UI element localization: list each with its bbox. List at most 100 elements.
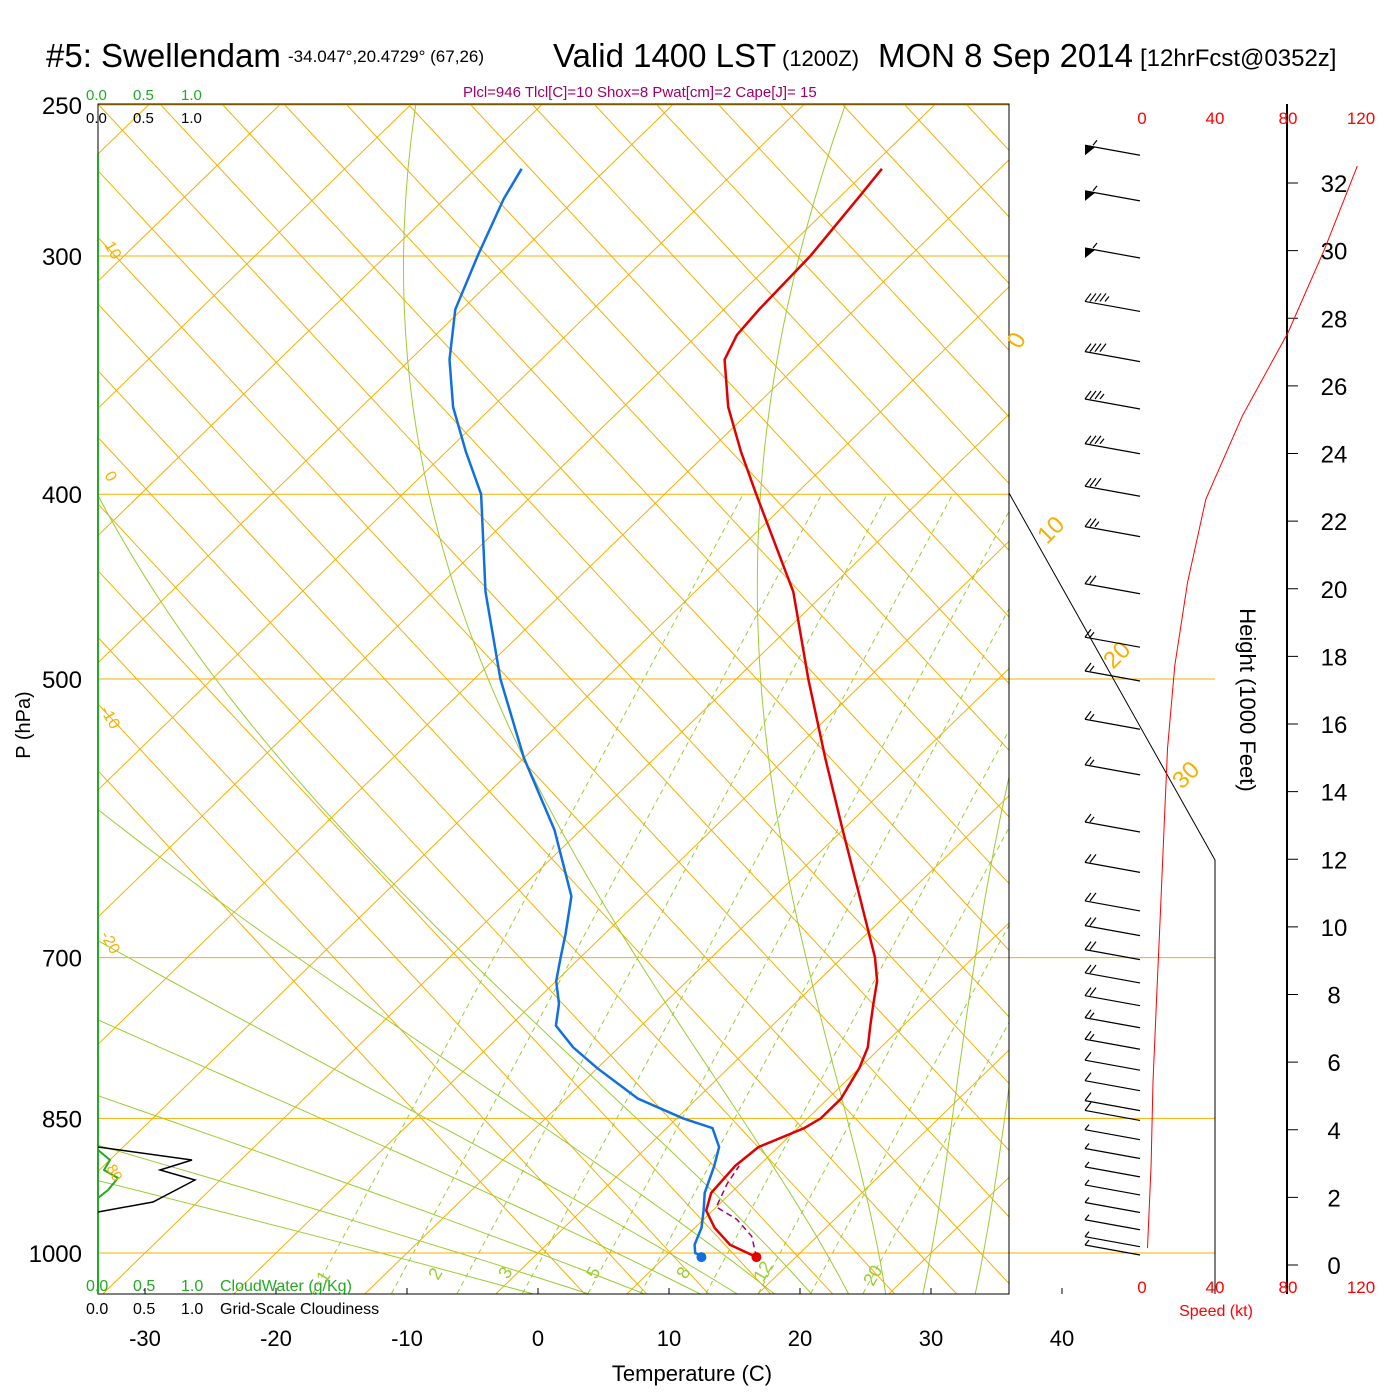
- x-axis-title: Temperature (C): [612, 1361, 772, 1386]
- wind-barb-flag: [1084, 1051, 1092, 1061]
- pressure-tick-label: 1000: [29, 1241, 82, 1268]
- extension-adiabat-line: [1127, 104, 1215, 1294]
- cloud-top-0: 0.0: [86, 87, 107, 104]
- wind-barb-staff: [1084, 995, 1141, 1007]
- wind-barb-flag: [1084, 293, 1092, 302]
- cloud-bottom-05: 0.5: [133, 1278, 155, 1295]
- wind-barb: [1084, 964, 1141, 984]
- cloud-top-10: 1.0: [181, 87, 202, 104]
- mixing-ratio-line: [810, 924, 1009, 1294]
- wind-barb-flag: [1089, 917, 1097, 926]
- wind-barb-halfflag: [1089, 631, 1095, 638]
- height-tick-label: 8: [1327, 983, 1340, 1010]
- dry-adiabat-line: [98, 569, 772, 1294]
- wind-barb-staff: [1084, 1201, 1141, 1214]
- dry-adiabat-line: [283, 104, 1009, 885]
- speed-top-label: 80: [1279, 109, 1298, 128]
- cloudiness-top-10: 1.0: [181, 110, 202, 127]
- x-tick-label: 20: [788, 1326, 812, 1351]
- moist-adiabat-line: [922, 774, 1009, 1294]
- wind-barb-halfflag: [1084, 1143, 1090, 1149]
- x-tick-label: 0: [532, 1326, 544, 1351]
- wind-barb: [1084, 710, 1141, 730]
- dry-adiabat-line: [841, 104, 1009, 285]
- wind-barb-flag: [1084, 1092, 1092, 1101]
- isotherm-line: [98, 104, 413, 410]
- wind-barb-flag: [1089, 390, 1097, 400]
- wind-barb-flag: [1089, 477, 1097, 487]
- isotherm-grid: [98, 71, 1400, 1301]
- wind-barb-staff: [1084, 718, 1141, 730]
- height-tick-label: 18: [1321, 644, 1348, 671]
- cloudwater-legend: CloudWater (g/Kg): [220, 1278, 352, 1295]
- wind-barb: [1084, 575, 1141, 595]
- cloudiness-legend: Grid-Scale Cloudiness: [220, 1301, 379, 1318]
- wind-barb-staff: [1084, 1080, 1141, 1092]
- mixing-ratio-line: [456, 493, 888, 1294]
- wind-barb-flag: [1084, 477, 1092, 487]
- wind-barb-flag: [1084, 575, 1092, 585]
- wind-barb-halfflag: [1104, 296, 1110, 302]
- wind-barb: [1084, 1231, 1141, 1248]
- moist-adiabat-line: [974, 1083, 1009, 1294]
- x-tick-label: 40: [1050, 1326, 1074, 1351]
- wind-barb: [1084, 1072, 1141, 1092]
- isotherm-line: [1143, 71, 1400, 1301]
- wind-barb-staff: [1084, 190, 1141, 202]
- isotherm-line: [233, 540, 1009, 1294]
- wind-barb-staff: [1084, 1059, 1141, 1071]
- wind-barb-staff: [1084, 1166, 1141, 1178]
- valid-time: Valid 1400 LST: [553, 37, 776, 74]
- wind-barb-flag: [1084, 917, 1092, 926]
- wind-barb: [1084, 941, 1141, 961]
- mixing-ratio-label: 5: [582, 1263, 604, 1282]
- wind-barb-flag: [1089, 435, 1097, 445]
- wind-barb-flag: [1084, 813, 1092, 823]
- moist-adiabat-line: [98, 494, 813, 1294]
- isotherm-label: -10: [97, 704, 123, 733]
- cloudiness-top-0: 0.0: [86, 110, 107, 127]
- wind-barb-halfflag: [1092, 242, 1098, 249]
- wind-barb-flag: [1084, 941, 1092, 951]
- speed-bottom-label: 80: [1279, 1278, 1298, 1297]
- x-tick-label: 10: [657, 1326, 681, 1351]
- extension-adiabat-line: [1376, 104, 1400, 1294]
- dry-adiabat-line: [221, 104, 1009, 951]
- wind-barb-staff: [1084, 1147, 1141, 1160]
- pressure-tick-label: 700: [42, 946, 82, 973]
- dry-adiabat-line: [98, 303, 1009, 1285]
- wind-barb-staff: [1084, 485, 1141, 497]
- dry-adiabat-line: [98, 703, 648, 1294]
- height-tick-label: 14: [1321, 780, 1348, 807]
- dry-adiabat-line: [593, 104, 1009, 551]
- wind-barb-staff: [1084, 972, 1141, 984]
- dry-adiabat-line: [469, 104, 1009, 685]
- cloudiness-profile: [97, 1146, 198, 1213]
- dry-adiabat-line: [345, 104, 1009, 818]
- dry-adiabat-line: [1152, 104, 1400, 1294]
- pressure-tick-label: 250: [42, 93, 82, 120]
- wind-barb-staff: [1084, 925, 1141, 937]
- isotherm-line: [98, 104, 675, 664]
- dry-adiabat-line: [407, 104, 1009, 751]
- mixing-ratio-line: [862, 1021, 1009, 1294]
- wind-barb-flag: [1084, 518, 1092, 527]
- isotherm-line: [98, 286, 1009, 1173]
- wind-barb-halfflag: [1089, 665, 1095, 672]
- x-tick-label: -20: [260, 1326, 292, 1351]
- speed-top-label: 40: [1206, 109, 1225, 128]
- speed-top-label: 120: [1347, 109, 1375, 128]
- height-tick-label: 28: [1321, 306, 1348, 333]
- wind-barb-halfflag: [1092, 139, 1098, 146]
- wind-barb-halfflag: [1089, 759, 1095, 766]
- isotherm-line: [495, 795, 1009, 1294]
- cloud-bottom-10: 1.0: [181, 1278, 203, 1295]
- wind-barb: [1084, 854, 1141, 873]
- wind-barb-staff: [1084, 398, 1141, 410]
- wind-barb: [1084, 390, 1141, 410]
- wind-barb-flag: [1089, 343, 1097, 353]
- dry-adiabat-grid: [98, 104, 1009, 1294]
- wind-barb-staff: [1084, 764, 1141, 776]
- wind-barb-staff: [1084, 1038, 1141, 1050]
